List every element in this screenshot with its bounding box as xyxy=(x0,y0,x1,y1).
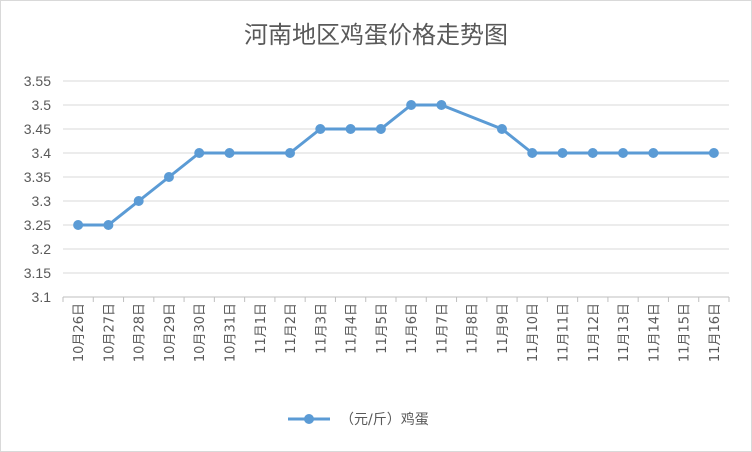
data-point xyxy=(194,148,205,158)
legend-label: （元/斤）鸡蛋 xyxy=(340,411,429,428)
x-tick-label: 10月27日 xyxy=(102,303,117,362)
y-tick-label: 3.55 xyxy=(24,73,51,89)
x-tick-label: 10月26日 xyxy=(72,303,87,362)
x-tick-label: 10月30日 xyxy=(193,303,208,362)
y-tick-label: 3.2 xyxy=(32,241,52,257)
x-tick-label: 11月14日 xyxy=(647,303,662,362)
data-point xyxy=(163,172,174,182)
x-tick-label: 11月12日 xyxy=(587,303,602,362)
data-point xyxy=(73,220,84,230)
data-point xyxy=(708,148,719,158)
data-point xyxy=(224,148,235,158)
y-tick-label: 3.15 xyxy=(24,265,51,281)
data-point xyxy=(103,220,114,230)
data-point xyxy=(345,124,356,134)
legend-marker-swatch xyxy=(304,414,314,424)
data-point xyxy=(496,124,507,134)
x-tick-label: 11月1日 xyxy=(254,303,269,354)
x-tick-label: 11月11日 xyxy=(557,303,572,362)
y-tick-label: 3.5 xyxy=(32,97,52,113)
x-tick-label: 10月28日 xyxy=(133,303,148,362)
x-tick-label: 11月10日 xyxy=(526,303,541,362)
series-layer xyxy=(73,100,719,230)
data-point xyxy=(618,148,629,158)
x-tick-label: 11月9日 xyxy=(496,303,511,354)
y-tick-label: 3.4 xyxy=(32,145,52,161)
x-tick-label: 11月15日 xyxy=(678,303,693,362)
data-point xyxy=(406,100,417,110)
x-tick-label: 11月5日 xyxy=(375,303,390,354)
x-tick-label: 11月6日 xyxy=(405,303,420,354)
grid-lines xyxy=(63,80,729,274)
legend: （元/斤）鸡蛋 xyxy=(288,411,429,428)
chart-title: 河南地区鸡蛋价格走势图 xyxy=(244,21,508,49)
x-tick-label: 10月31日 xyxy=(224,303,239,362)
y-tick-label: 3.25 xyxy=(24,217,51,233)
data-point xyxy=(648,148,659,158)
y-tick-label: 3.35 xyxy=(24,169,51,185)
x-tick-label: 10月29日 xyxy=(163,303,178,362)
x-tick-label: 11月4日 xyxy=(345,303,360,354)
y-tick-label: 3.1 xyxy=(32,289,52,305)
data-point xyxy=(527,148,538,158)
x-tick-label: 11月7日 xyxy=(435,303,450,354)
data-point xyxy=(285,148,296,158)
x-tick-label: 11月3日 xyxy=(314,303,329,354)
series-line xyxy=(78,103,714,227)
x-tick-label: 11月13日 xyxy=(617,303,632,362)
y-tick-label: 3.3 xyxy=(32,193,52,209)
x-tick-label: 11月16日 xyxy=(708,303,723,362)
x-tick-label: 11月2日 xyxy=(284,303,299,354)
axes: 3.1 3.15 3.2 3.25 3.3 3.35 3.4 3.45 3.5 3.55 10月26… xyxy=(24,73,730,362)
data-point xyxy=(315,124,326,134)
data-point xyxy=(133,196,144,206)
data-point xyxy=(557,148,568,158)
x-tick-label: 11月8日 xyxy=(466,303,481,354)
data-point xyxy=(375,124,386,134)
data-point xyxy=(436,100,447,110)
y-tick-label: 3.45 xyxy=(24,121,51,137)
data-point xyxy=(587,148,598,158)
